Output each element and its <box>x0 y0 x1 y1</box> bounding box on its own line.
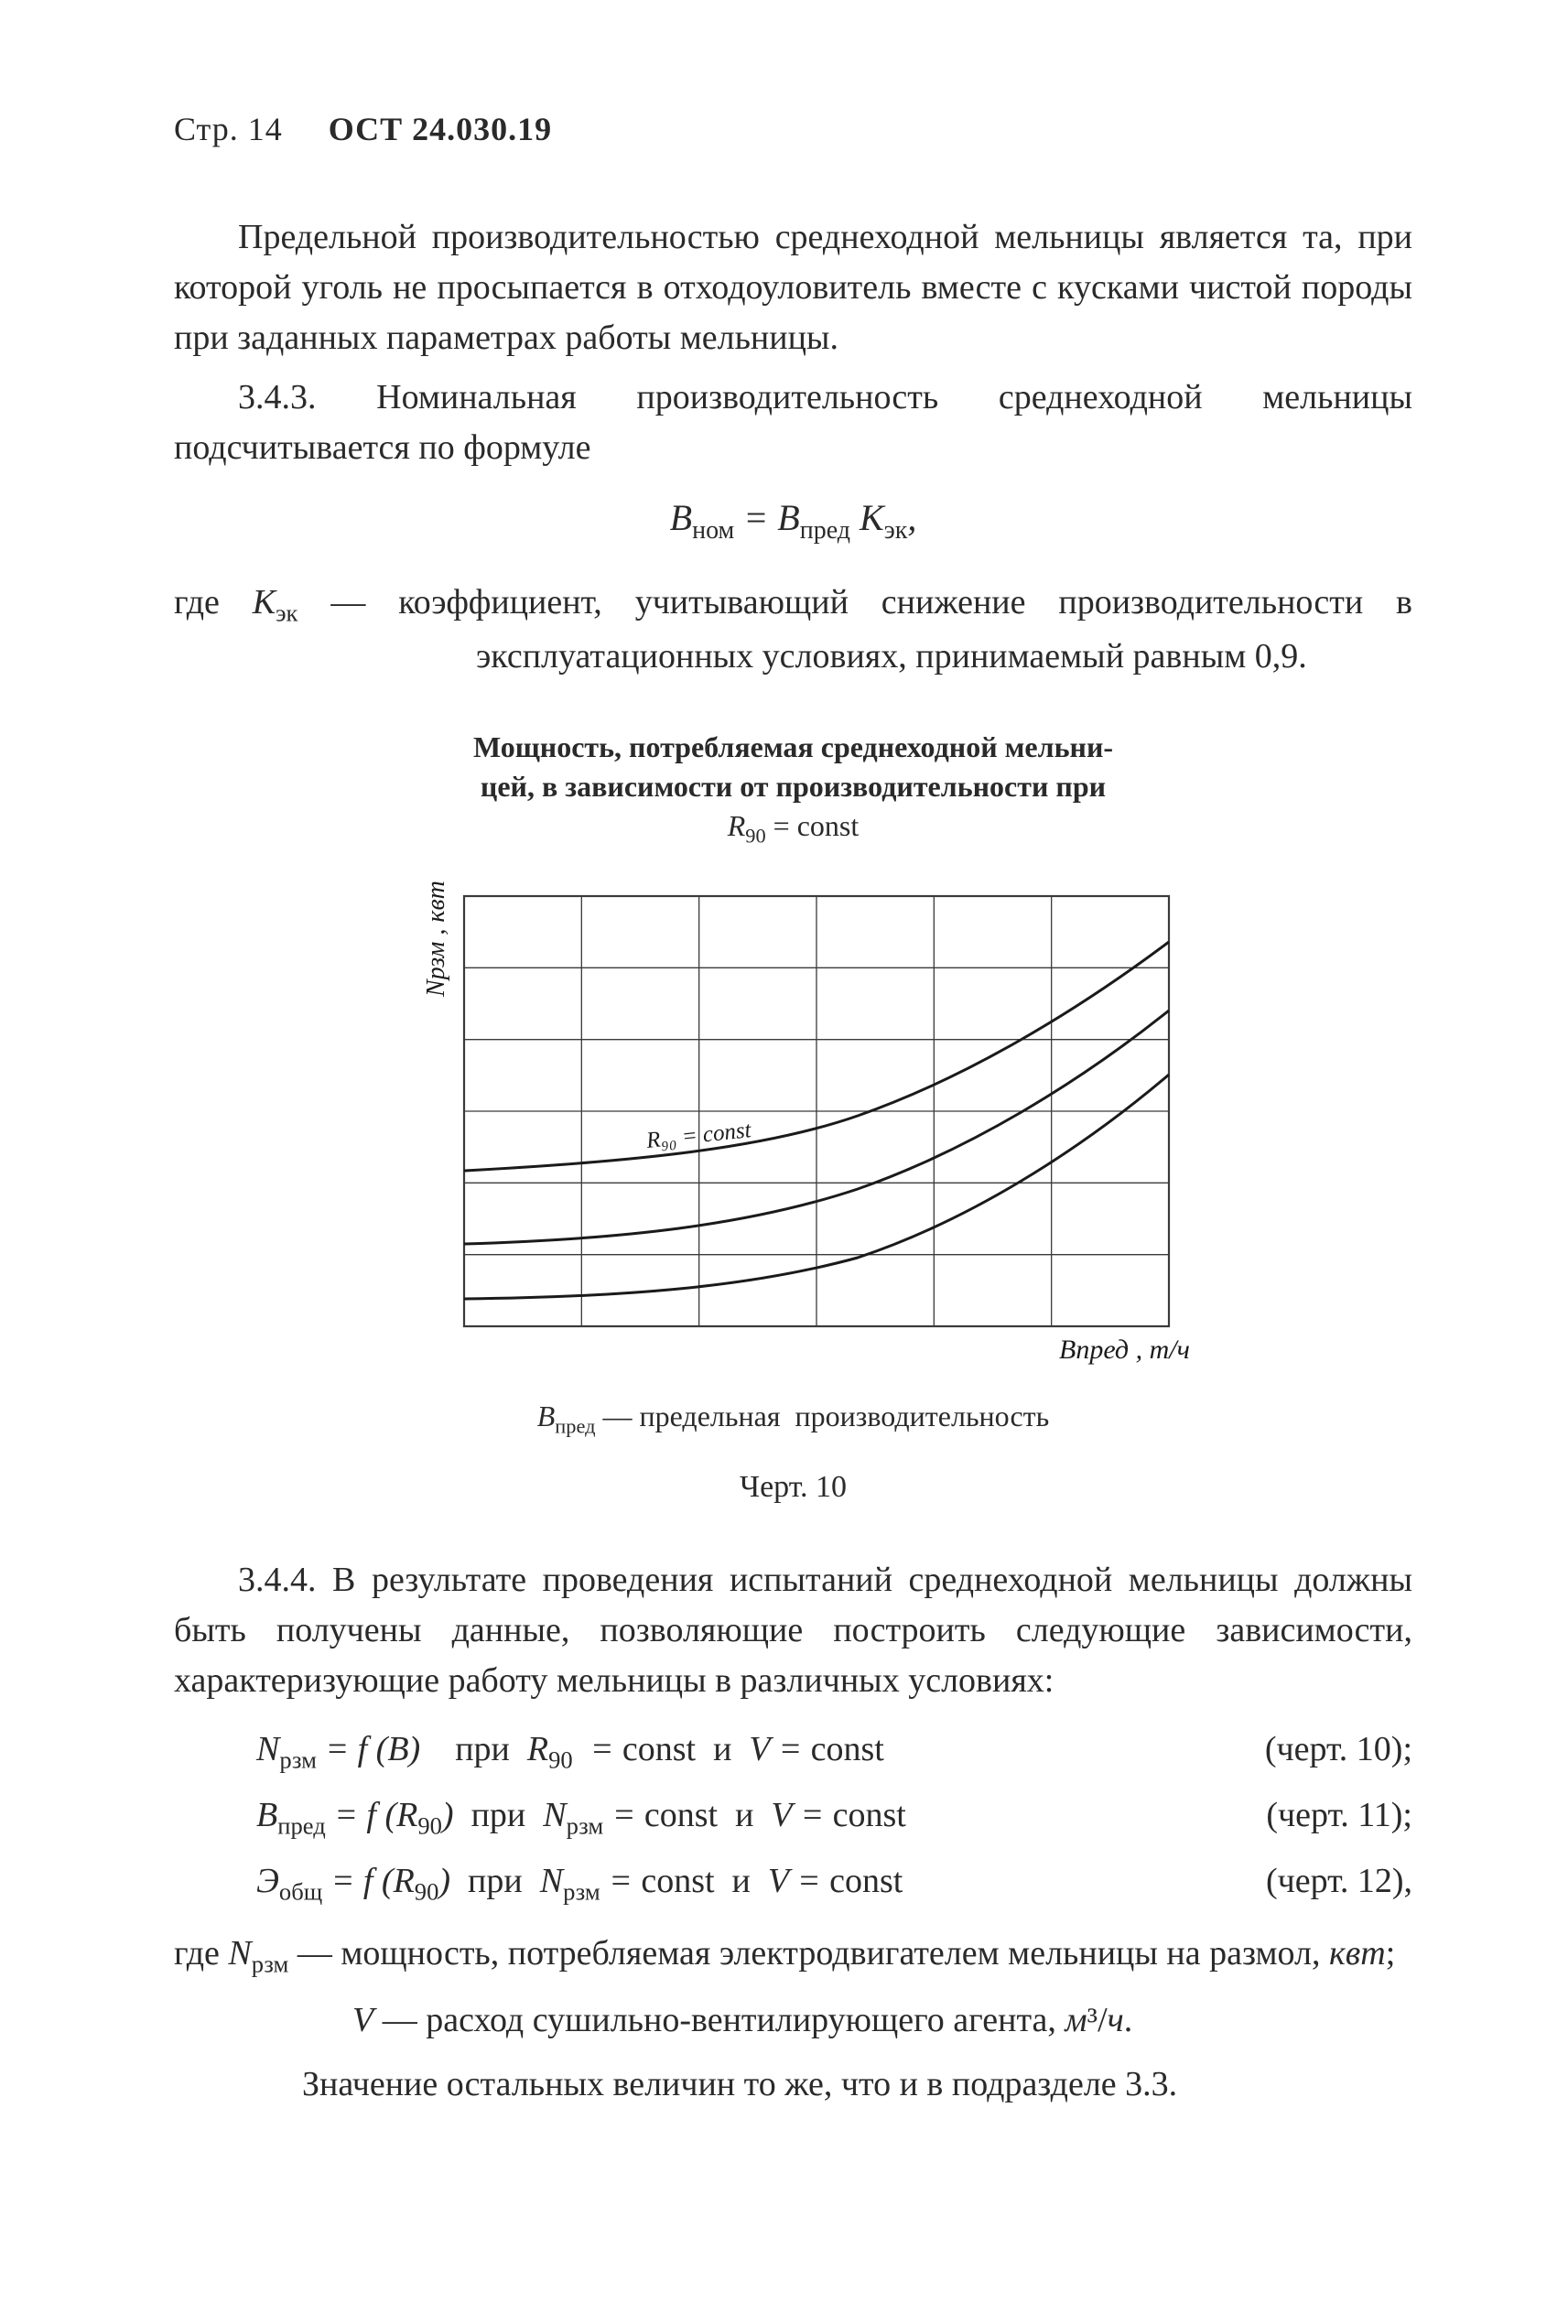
svg-text:Bпред , т/ч: Bпред , т/ч <box>1059 1335 1190 1365</box>
eq3-ref: (черт. 12), <box>1266 1861 1412 1901</box>
chart-container: R₉₀ = constNрзм , квтBпред , т/ч <box>382 878 1206 1377</box>
equation-list: Nрзм = f (B) при R90 = const и V = const… <box>256 1729 1412 1906</box>
formula-bnom: Bном = Bпред Kэк, <box>174 496 1412 546</box>
paragraph-1: Предельной производительностью среднеход… <box>174 212 1412 363</box>
closing-line: Значение остальных величин то же, что и … <box>174 2059 1412 2110</box>
chart-title-line-1: Мощность, потребляемая среднеходной мель… <box>473 730 1113 763</box>
eq2-ref: (черт. 11); <box>1266 1795 1412 1835</box>
paragraph-344: 3.4.4. В результате проведения испытаний… <box>174 1555 1412 1706</box>
eq1-ref: (черт. 10); <box>1265 1729 1412 1769</box>
page-number: Стр. 14 <box>174 111 283 147</box>
chart-caption: Bпред — предельная производительность <box>174 1400 1412 1438</box>
chart-figure-label: Черт. 10 <box>174 1470 1412 1505</box>
equation-1: Nрзм = f (B) при R90 = const и V = const… <box>256 1729 1412 1775</box>
chart-title-line-2: цей, в зависимости от производительности… <box>481 770 1106 803</box>
equation-2: Bпред = f (R90) при Nрзм = const и V = c… <box>256 1795 1412 1841</box>
svg-text:Nрзм , квт: Nрзм , квт <box>422 881 450 998</box>
paragraph-343: 3.4.3. Номинальная производительность ср… <box>174 373 1412 473</box>
chart-svg: R₉₀ = constNрзм , квтBпред , т/ч <box>382 878 1206 1372</box>
where-k: где Kэк — коэффициент, учитывающий сниже… <box>174 578 1412 681</box>
doc-code: ОСТ 24.030.19 <box>329 111 552 147</box>
document-page: Стр. 14 ОСТ 24.030.19 Предельной произво… <box>0 0 1568 2324</box>
equation-3: Эобщ = f (R90) при Nрзм = const и V = co… <box>256 1861 1412 1907</box>
page-header: Стр. 14 ОСТ 24.030.19 <box>174 110 1412 148</box>
chart-title: Мощность, потребляемая среднеходной мель… <box>446 728 1141 850</box>
where-v: V — расход сушильно-вентилирующего агент… <box>174 1995 1412 2046</box>
where-n: где Nрзм — мощность, потребляемая электр… <box>174 1929 1412 1982</box>
